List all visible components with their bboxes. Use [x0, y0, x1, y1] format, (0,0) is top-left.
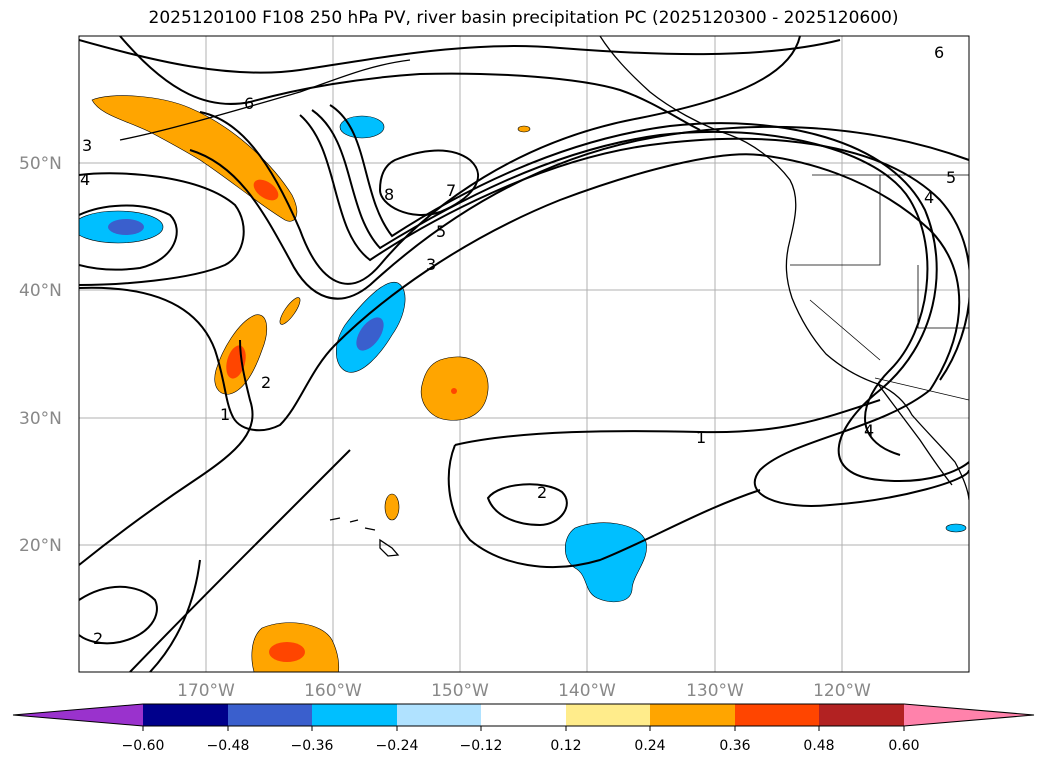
precip-area-red-northwest: [253, 179, 279, 201]
lon-label-160w: 160°W: [304, 681, 362, 701]
colorbar-segment: [143, 704, 228, 726]
colorbar-segment: [735, 704, 819, 726]
pv-contour-outer: [79, 39, 841, 74]
precip-area-red-southwest: [269, 642, 305, 662]
hawaii-islands: [329, 517, 400, 557]
colorbar-extend-high: [904, 704, 1034, 726]
colorbar-tick-label: 0.24: [634, 738, 665, 754]
alaska-coast: [599, 36, 797, 241]
pv-contour-jet-5: [329, 104, 969, 482]
pv-contour-1-south: [79, 339, 881, 566]
contour-label-2-south: 2: [537, 483, 547, 502]
colorbar-tick-label: −0.48: [207, 738, 250, 754]
precip-area-blue-south: [564, 522, 647, 603]
contour-labels: 6 3 4 8 7 5 3 2 1 1 2 2 4 4 6 5: [80, 43, 956, 648]
lat-label-40n: 40°N: [19, 281, 62, 301]
colorbar-extend-low: [13, 704, 143, 726]
precip-area-orange-small: [517, 125, 531, 133]
chart-title: 2025120100 F108 250 hPa PV, river basin …: [148, 8, 899, 28]
pv-contour-jet-1: [199, 36, 801, 285]
contour-label-5-east: 5: [946, 168, 956, 187]
pv-contour-8-north: [378, 149, 480, 216]
colorbar-segment: [481, 704, 566, 726]
contour-label-1-east: 1: [696, 428, 706, 447]
colorbar-tick-label: −0.36: [291, 738, 334, 754]
colorbar-ticks: [142, 726, 905, 731]
contour-label-6-north: 6: [244, 94, 254, 113]
map-area: 6 3 4 8 7 5 3 2 1 1 2 2 4 4 6 5: [79, 36, 969, 672]
colorbar-segment: [228, 704, 312, 726]
pv-contour-west-1: [79, 172, 245, 286]
colorbar-segment: [650, 704, 735, 726]
aleutian-islands: [119, 59, 411, 141]
colorbar-tick-label: 0.60: [888, 738, 919, 754]
lon-label-150w: 150°W: [431, 681, 489, 701]
contour-label-3-west: 3: [82, 136, 92, 155]
map-frame: [78, 35, 970, 673]
pv-contour-jet-4: [311, 109, 929, 456]
lat-label-20n: 20°N: [19, 536, 62, 556]
lon-label-140w: 140°W: [558, 681, 616, 701]
contour-label-8: 8: [384, 185, 394, 204]
colorbar: −0.60 −0.48 −0.36 −0.24 −0.12 0.12 0.24 …: [12, 703, 1035, 754]
pv-contour-west-loop: [79, 204, 178, 271]
lon-label-170w: 170°W: [177, 681, 235, 701]
precip-area-orange-sliver: [279, 297, 301, 325]
contour-label-2-west: 2: [261, 373, 271, 392]
precip-area-red-dot: [451, 388, 457, 394]
colorbar-tick-label: −0.12: [460, 738, 503, 754]
colorbar-segment: [566, 704, 650, 726]
state-borders: [790, 175, 969, 361]
precip-area-darkblue-west: [108, 219, 144, 235]
colorbar-tick-label: 0.12: [550, 738, 581, 754]
pv-contour-jet-3: [299, 114, 969, 381]
precip-area-darkblue-central: [356, 317, 384, 351]
pv-contour-1-southwest: [129, 449, 351, 672]
pv-contour-6-top: [119, 36, 701, 131]
contour-label-4-east: 4: [924, 188, 934, 207]
lon-label-120w: 120°W: [813, 681, 871, 701]
lon-label-130w: 130°W: [686, 681, 744, 701]
lat-label-30n: 30°N: [19, 409, 62, 429]
longitude-labels: 170°W 160°W 150°W 140°W 130°W 120°W: [177, 681, 871, 701]
pv-contour-1-loop: [447, 444, 761, 569]
contour-label-6-northeast: 6: [934, 43, 944, 62]
contour-label-5: 5: [436, 222, 446, 241]
pv-contour-1-main: [79, 153, 969, 507]
precip-area-blue-east: [945, 523, 967, 533]
precip-area-orange-tiny: [384, 493, 400, 521]
precip-area-blue-north: [339, 115, 385, 139]
pv-contour-2-south: [486, 483, 568, 527]
baja-peninsula: [877, 383, 953, 486]
colorbar-segment: [819, 704, 904, 726]
pv-contours: [79, 36, 969, 672]
colorbar-segment: [312, 704, 397, 726]
lat-label-50n: 50°N: [19, 154, 62, 174]
colorbar-tick-label: −0.60: [122, 738, 165, 754]
colorbar-segment: [397, 704, 481, 726]
contour-label-4-west: 4: [80, 170, 90, 189]
contour-label-2-southwest: 2: [93, 629, 103, 648]
latitude-labels: 50°N 40°N 30°N 20°N: [19, 154, 62, 556]
colorbar-tick-label: 0.48: [803, 738, 834, 754]
precip-area-orange-northwest: [91, 95, 298, 222]
colorbar-tick-label: 0.36: [719, 738, 750, 754]
contour-label-1-west: 1: [220, 405, 230, 424]
contour-label-4-southeast: 4: [864, 421, 874, 440]
pv-contour-2-southwest: [79, 585, 158, 645]
contour-label-7: 7: [446, 181, 456, 200]
colorbar-tick-label: −0.24: [376, 738, 419, 754]
contour-label-3-central: 3: [426, 255, 436, 274]
